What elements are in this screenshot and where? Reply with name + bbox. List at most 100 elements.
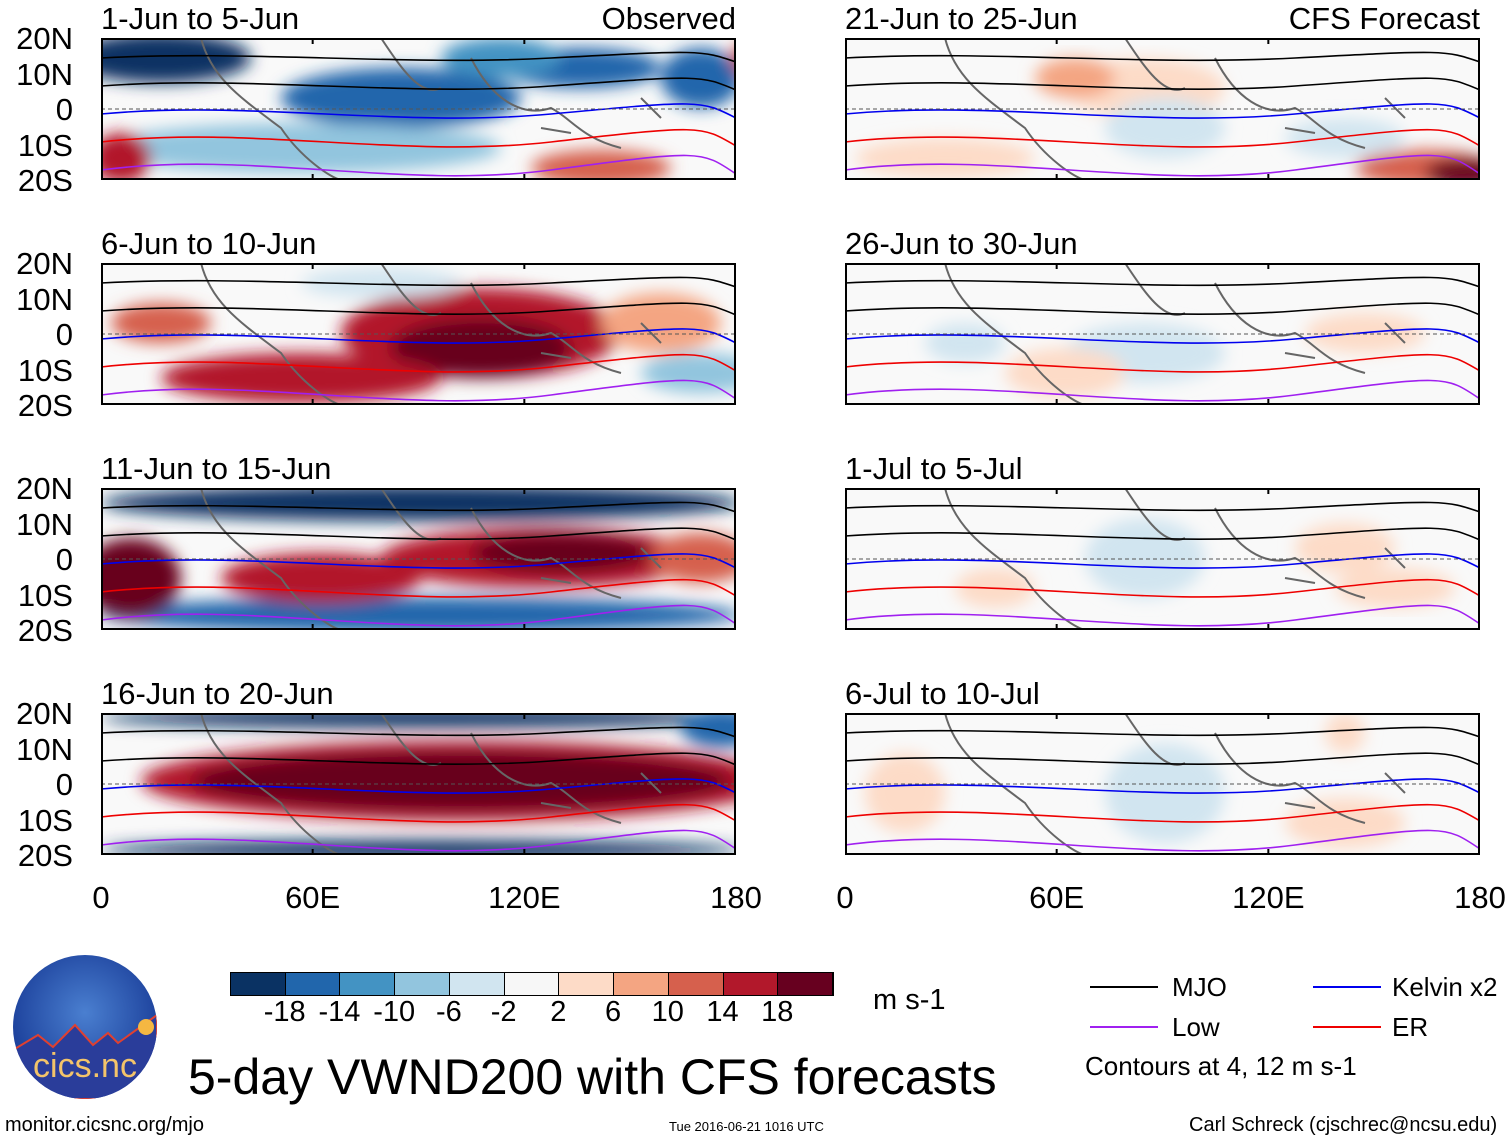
anomaly-region <box>281 68 521 128</box>
latitude-label: 20S <box>17 163 73 198</box>
figure-title: 5-day VWND200 with CFS forecasts <box>188 1049 997 1105</box>
colorbar-swatch <box>504 973 560 995</box>
coastline <box>944 263 1406 405</box>
coastline <box>200 713 662 855</box>
contour-line <box>101 103 736 119</box>
longitude-label: 0 <box>836 880 854 915</box>
colorbar-label: 18 <box>761 996 794 1028</box>
anomaly-region <box>471 533 651 573</box>
contour-line <box>845 803 1480 823</box>
contour-line <box>845 604 1480 627</box>
coastline <box>944 488 1406 630</box>
colorbar-swatch <box>449 973 505 995</box>
anomaly-region <box>301 268 461 298</box>
contour-line <box>101 726 736 738</box>
latitude-label: 20S <box>17 388 73 423</box>
coastline <box>944 38 1406 180</box>
colorbar-swatch <box>340 973 396 995</box>
contour-line <box>101 501 736 513</box>
contour-line <box>845 726 1480 738</box>
contour-line <box>101 778 736 794</box>
anomaly-region <box>681 713 736 748</box>
colorbar-swatch <box>723 973 779 995</box>
anomaly-region <box>1285 798 1405 848</box>
panel-title: 6-Jul to 10-Jul <box>845 676 1040 711</box>
contour-line <box>845 154 1480 177</box>
contour-line <box>101 578 736 598</box>
contour-line <box>845 302 1480 316</box>
contour-line <box>101 803 736 823</box>
latitude-label: 0 <box>55 317 73 352</box>
anomaly-region <box>1105 98 1225 158</box>
anomaly-region <box>855 138 1035 178</box>
contour-line <box>845 752 1480 766</box>
map-panel <box>101 488 736 630</box>
latitude-label: 0 <box>55 542 73 577</box>
colorbar-swatch <box>231 973 286 995</box>
contour-line <box>101 328 736 344</box>
latitude-label: 20N <box>16 696 73 731</box>
colorbar-label: 2 <box>550 996 567 1028</box>
legend-kelvin-label: Kelvin x2 <box>1392 972 1498 1002</box>
contour-line <box>845 553 1480 569</box>
panel-title: 16-Jun to 20-Jun <box>101 676 334 711</box>
panel-title: 1-Jul to 5-Jul <box>845 451 1023 486</box>
contour-line <box>845 77 1480 91</box>
latitude-label: 10S <box>17 127 73 163</box>
map-panel <box>101 263 736 405</box>
contour-line <box>845 353 1480 373</box>
colorbar-label: 10 <box>651 996 684 1028</box>
latitude-label: 20S <box>17 613 73 648</box>
latitude-label: 10S <box>17 802 73 838</box>
anomaly-region <box>101 123 501 173</box>
panel-title: 21-Jun to 25-Jun <box>845 1 1078 36</box>
colorbar-swatch <box>614 973 669 995</box>
anomaly-region <box>441 38 561 78</box>
contour-line <box>101 553 736 569</box>
timestamp: Tue 2016-06-21 1016 UTC <box>669 1119 824 1134</box>
latitude-label: 10N <box>16 731 73 767</box>
anomaly-region <box>111 303 211 343</box>
anomaly-region <box>601 293 721 353</box>
colorbar-label: -6 <box>436 996 462 1028</box>
anomaly-region <box>1325 713 1365 753</box>
panel-title: 1-Jun to 5-Jun <box>101 1 300 36</box>
coastline <box>200 488 662 630</box>
longitude-label: 60E <box>1029 880 1085 915</box>
coastline <box>200 263 662 405</box>
latitude-label: 10N <box>16 56 73 92</box>
anomaly-region <box>1285 118 1405 158</box>
map-panel <box>845 713 1480 855</box>
latitude-label: 10N <box>16 506 73 542</box>
coastline <box>944 713 1406 855</box>
map-panel <box>101 38 736 180</box>
latitude-label: 0 <box>55 92 73 127</box>
contour-line <box>101 51 736 63</box>
colorbar-units: m s-1 <box>873 984 946 1016</box>
legend-mjo-line <box>1090 986 1158 988</box>
map-panel <box>845 263 1480 405</box>
contour-line <box>845 379 1480 402</box>
panel-title: 11-Jun to 15-Jun <box>101 451 332 486</box>
logo-text: cics.nc <box>33 1047 137 1085</box>
contour-line <box>101 154 736 177</box>
contour-line <box>101 829 736 852</box>
contour-line <box>845 829 1480 852</box>
anomaly-region <box>925 323 1005 363</box>
cics-logo: cics.nc <box>13 955 157 1099</box>
longitude-label: 180 <box>710 880 762 915</box>
anomaly-region <box>191 751 731 811</box>
anomaly-region <box>1295 523 1395 573</box>
colorbar-label: -14 <box>318 996 361 1028</box>
contour-line <box>101 752 736 766</box>
latitude-label: 10S <box>17 352 73 388</box>
source-url[interactable]: monitor.cicsnc.org/mjo <box>5 1114 204 1136</box>
longitude-label: 180 <box>1454 880 1506 915</box>
colorbar-label: -18 <box>263 996 306 1028</box>
panel-title: 6-Jun to 10-Jun <box>101 226 317 261</box>
colorbar-label: 14 <box>706 996 739 1028</box>
anomaly-region <box>101 538 181 618</box>
anomaly-region <box>1035 58 1115 98</box>
panel-source-tag: CFS Forecast <box>1288 1 1480 36</box>
anomaly-region <box>1085 518 1205 598</box>
